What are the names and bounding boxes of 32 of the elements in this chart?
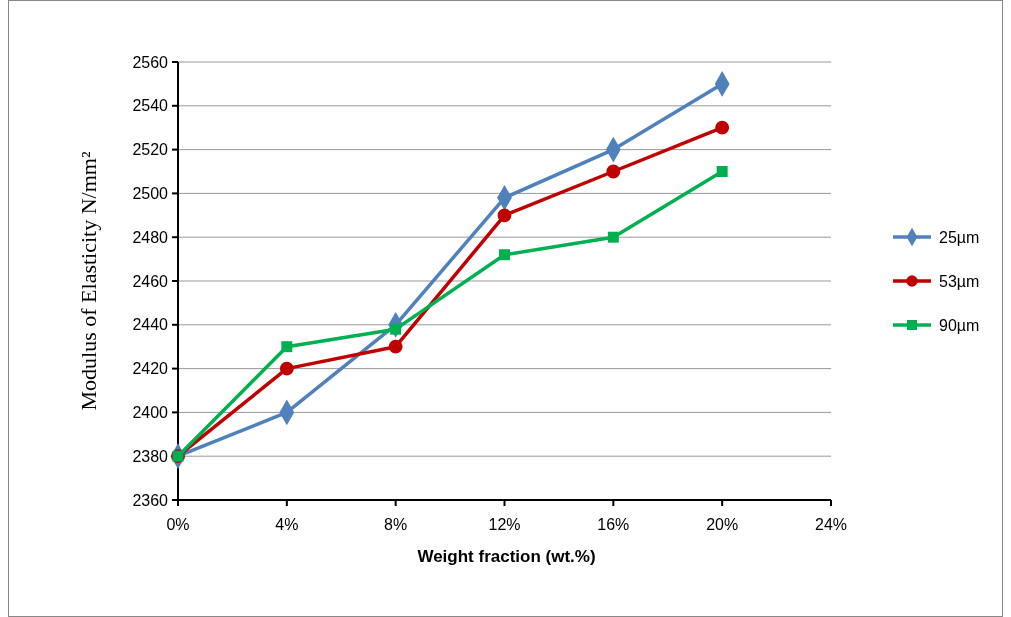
point [715,120,730,135]
point [281,341,293,353]
legend-label: 25µm [939,228,980,246]
x-axis-title: Weight fraction (wt.%) [417,547,596,566]
y-tick-label: 2440 [132,316,169,334]
y-tick-label: 2480 [132,228,169,246]
x-tick-label: 4% [275,516,299,533]
x-tick-label: 20% [706,516,739,533]
point [279,361,294,376]
x-tick-label: 16% [597,516,630,533]
point [497,208,512,223]
x-tick-label: 24% [814,516,848,533]
legend-label: 53µm [939,272,980,290]
point [716,166,728,177]
x-tick-label: 8% [384,516,408,533]
y-tick-label: 2540 [132,97,169,115]
legend-label: 90µm [939,316,980,334]
y-tick-label: 2400 [132,404,169,421]
point [388,339,403,354]
y-tick-label: 2420 [132,360,169,378]
x-tick-label: 12% [488,516,521,533]
y-tick-label: 2360 [132,491,169,509]
y-tick-label: 2560 [132,53,169,71]
x-tick-label: 0% [166,516,190,533]
y-tick-label: 2380 [132,447,169,465]
y-tick-label: 2500 [132,185,169,202]
point [499,249,510,261]
point [607,231,619,243]
y-tick-label: 2520 [132,141,169,159]
y-axis-title: Modulus of Elasticity N/mm² [76,151,101,411]
y-tick-label: 2460 [132,272,169,290]
point [606,164,621,179]
